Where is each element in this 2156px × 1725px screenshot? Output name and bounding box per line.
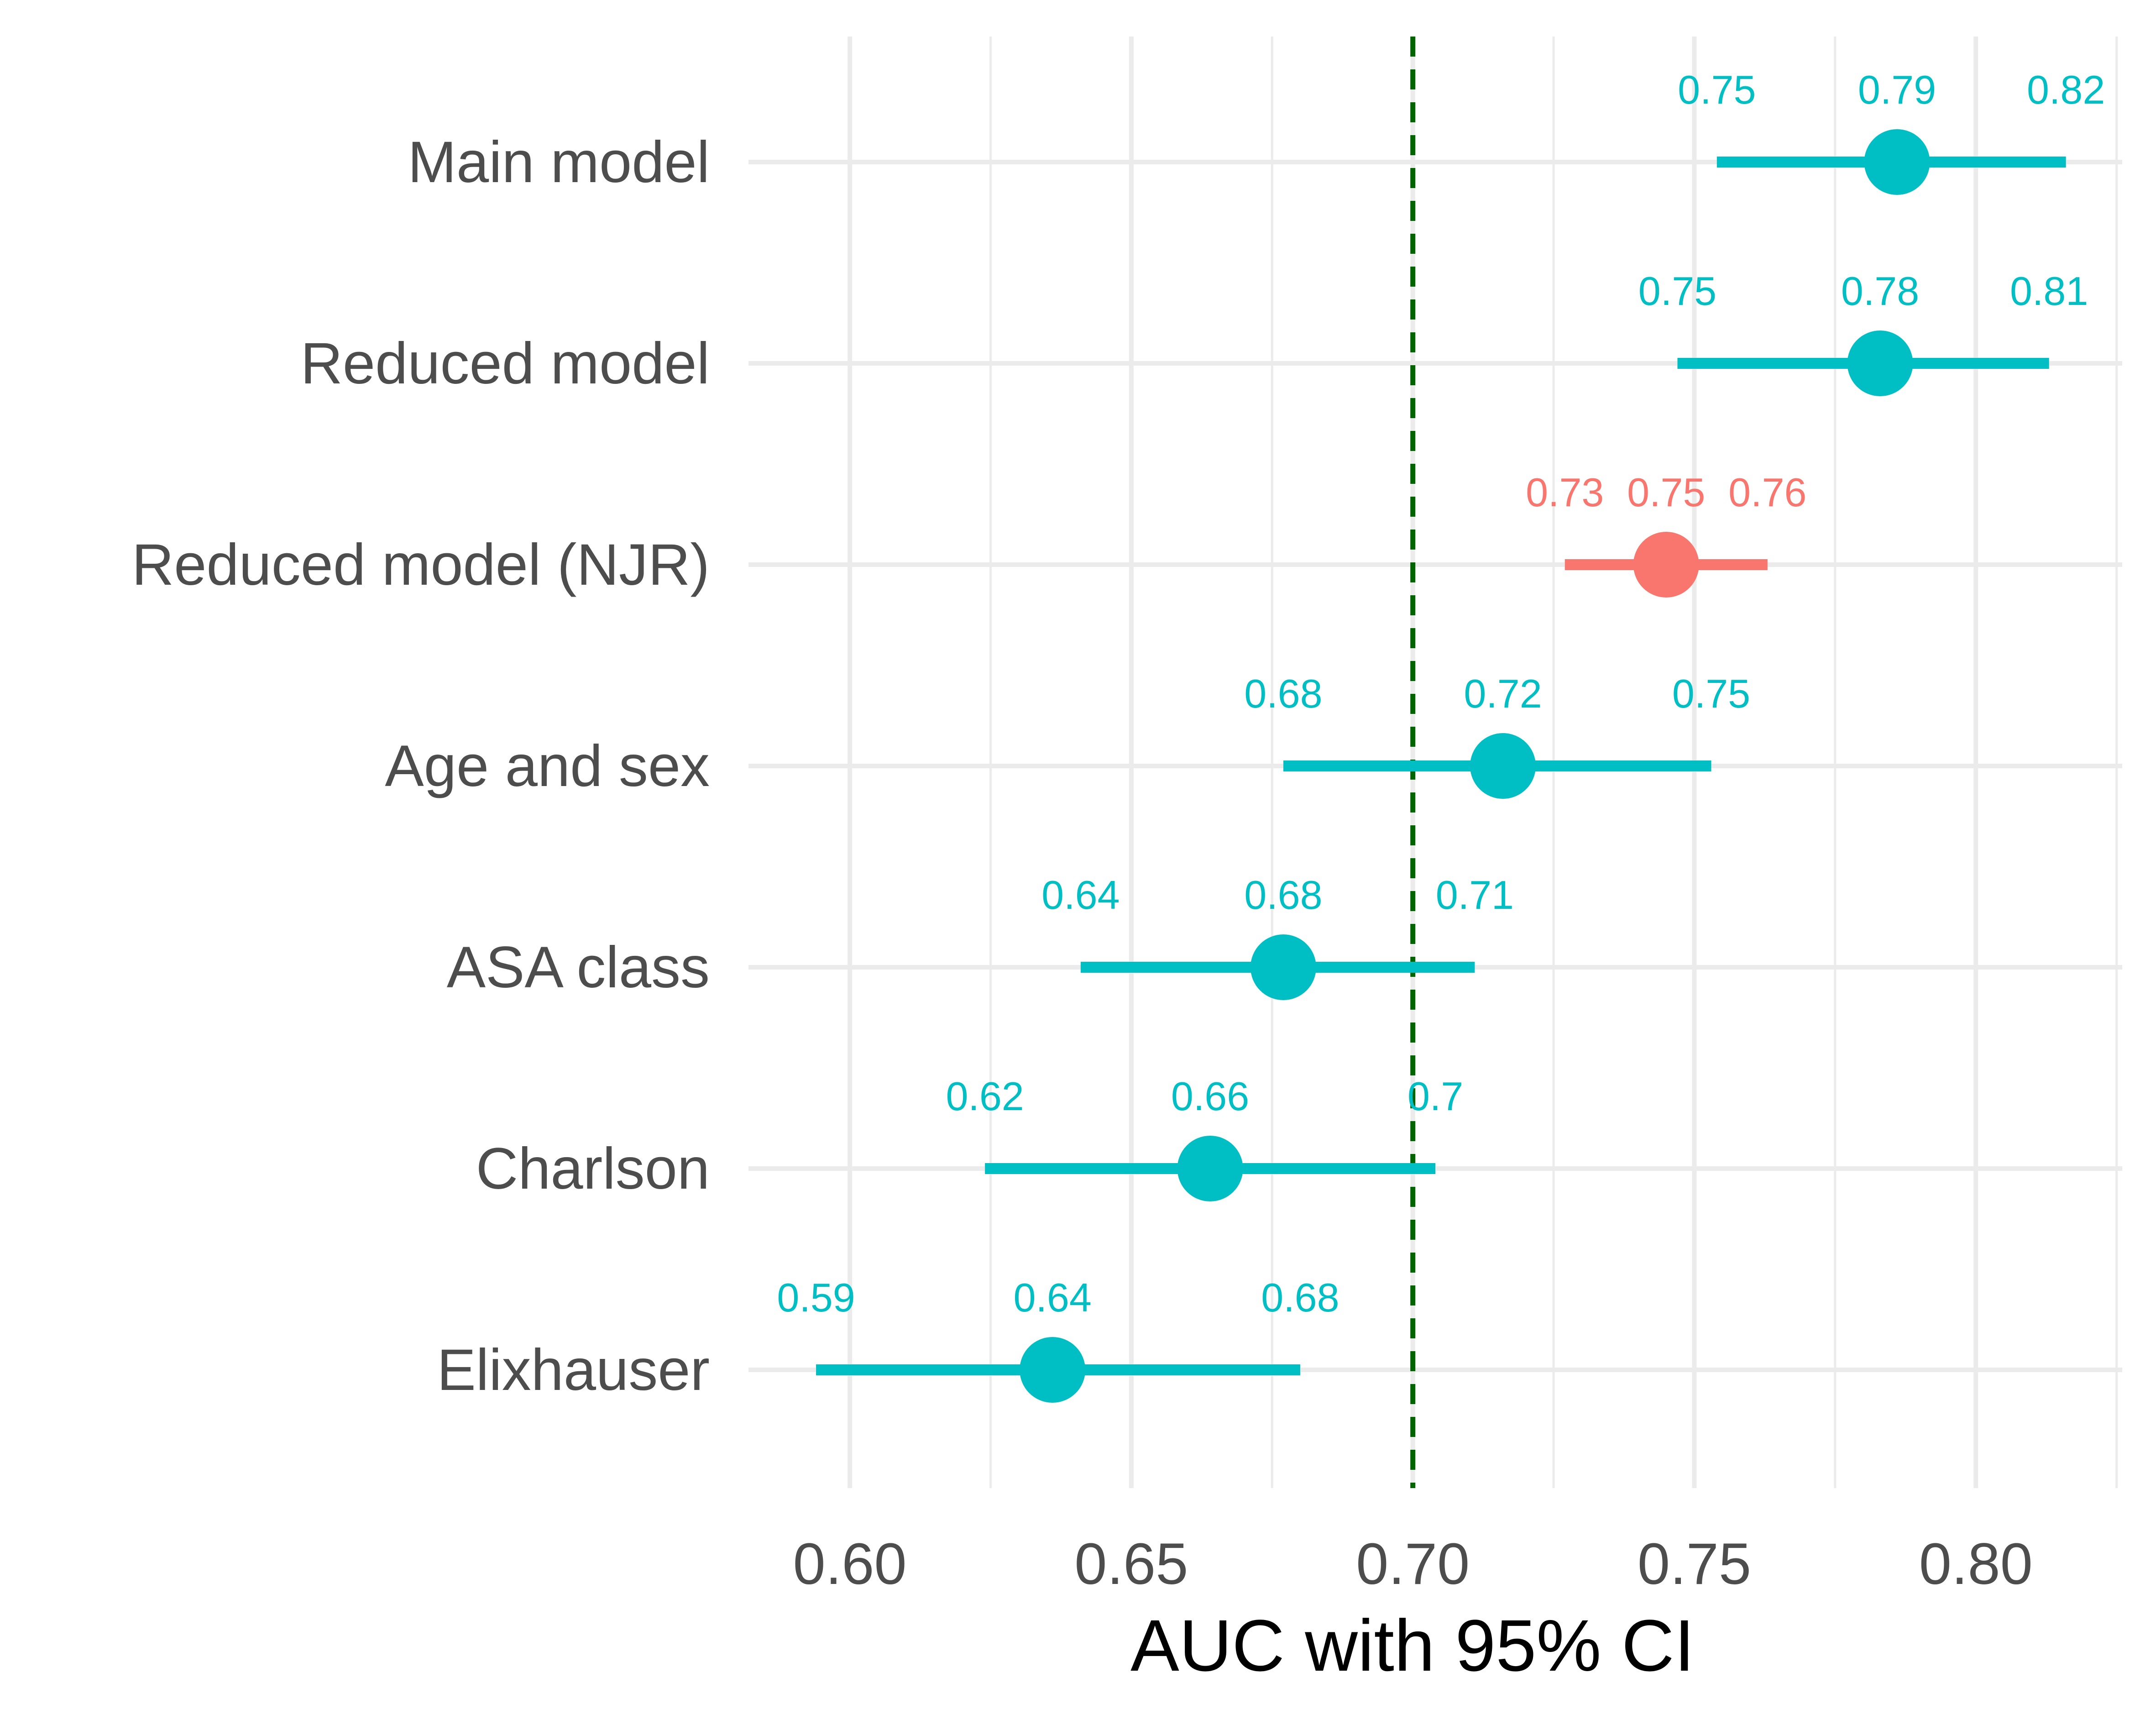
estimate-point: [1633, 532, 1699, 598]
ci-lower-label: 0.62: [946, 1074, 1024, 1119]
ci-lower-label: 0.64: [1041, 872, 1120, 918]
text-layer: 0.75 0.79 0.82 Main model 0.75 0.78 0.81 Reduce…: [132, 67, 2105, 1597]
category-label: Age and sex: [385, 734, 710, 799]
ci-upper-label: 0.71: [1436, 872, 1514, 918]
estimate-point: [1470, 733, 1536, 799]
ci-upper-label: 0.68: [1261, 1275, 1339, 1320]
ci-upper-label: 0.76: [1728, 470, 1806, 515]
ci-lower-label: 0.73: [1526, 470, 1604, 515]
ci-upper-label: 0.81: [2010, 268, 2088, 314]
ci-lower-label: 0.75: [1678, 67, 1756, 112]
ci-lower-label: 0.59: [777, 1275, 855, 1320]
estimate-label: 0.78: [1841, 268, 1919, 314]
ci-upper-label: 0.75: [1672, 671, 1750, 716]
category-label: Elixhauser: [437, 1337, 710, 1403]
x-tick-label: 0.60: [793, 1531, 906, 1597]
estimate-label: 0.72: [1464, 671, 1542, 716]
estimate-point: [1847, 330, 1913, 396]
ci-lower-label: 0.68: [1244, 671, 1322, 716]
category-label: ASA class: [447, 935, 710, 1000]
estimate-label: 0.66: [1171, 1074, 1249, 1119]
category-label: Reduced model (NJR): [132, 532, 710, 598]
marks-layer: [816, 129, 2066, 1403]
ci-upper-label: 0.7: [1408, 1074, 1463, 1119]
estimate-label: 0.64: [1014, 1275, 1092, 1320]
ci-upper-label: 0.82: [2027, 67, 2105, 112]
estimate-point: [1864, 129, 1930, 195]
estimate-label: 0.68: [1244, 872, 1322, 918]
estimate-label: 0.79: [1858, 67, 1936, 112]
x-tick-label: 0.75: [1638, 1531, 1751, 1597]
estimate-point: [1020, 1337, 1086, 1403]
category-label: Main model: [408, 130, 710, 195]
x-tick-label: 0.80: [1919, 1531, 2033, 1597]
category-label: Charlson: [476, 1136, 710, 1201]
ci-lower-label: 0.75: [1638, 268, 1716, 314]
x-tick-label: 0.70: [1356, 1531, 1470, 1597]
estimate-label: 0.75: [1627, 470, 1705, 515]
estimate-point: [1177, 1136, 1243, 1201]
estimate-point: [1250, 934, 1316, 1000]
x-tick-label: 0.65: [1074, 1531, 1188, 1597]
category-label: Reduced model: [300, 331, 710, 396]
x-axis-title: AUC with 95% CI: [1130, 1604, 1695, 1686]
